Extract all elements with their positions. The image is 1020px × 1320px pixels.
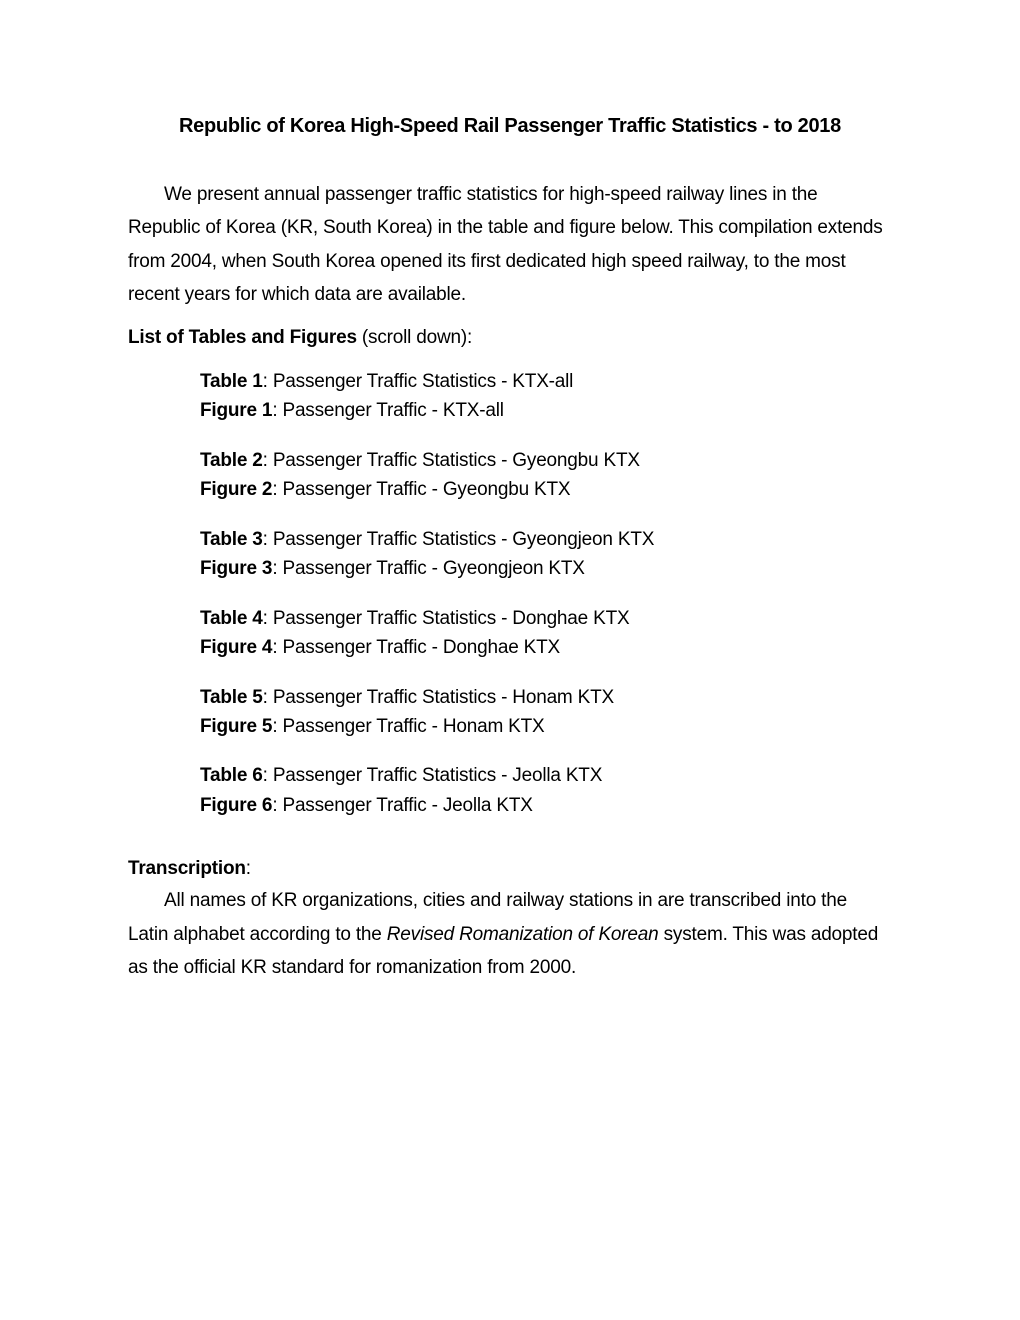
document-title: Republic of Korea High-Speed Rail Passen… [128, 115, 892, 138]
table-2-line: Table 2: Passenger Traffic Statistics - … [200, 446, 892, 475]
table-1-desc: : Passenger Traffic Statistics - KTX-all [263, 371, 574, 392]
transcription-colon: : [246, 858, 251, 879]
figure-2-line: Figure 2: Passenger Traffic - Gyeongbu K… [200, 475, 892, 504]
figure-1-desc: : Passenger Traffic - KTX-all [272, 400, 503, 421]
table-3-desc: : Passenger Traffic Statistics - Gyeongj… [263, 529, 655, 550]
list-item-2: Table 2: Passenger Traffic Statistics - … [128, 446, 892, 505]
table-5-line: Table 5: Passenger Traffic Statistics - … [200, 683, 892, 712]
figure-3-line: Figure 3: Passenger Traffic - Gyeongjeon… [200, 554, 892, 583]
figure-5-label: Figure 5 [200, 716, 272, 737]
figure-4-line: Figure 4: Passenger Traffic - Donghae KT… [200, 633, 892, 662]
figure-6-label: Figure 6 [200, 795, 272, 816]
figure-5-line: Figure 5: Passenger Traffic - Honam KTX [200, 712, 892, 741]
list-item-6: Table 6: Passenger Traffic Statistics - … [128, 761, 892, 820]
figure-3-desc: : Passenger Traffic - Gyeongjeon KTX [272, 558, 584, 579]
table-4-line: Table 4: Passenger Traffic Statistics - … [200, 604, 892, 633]
figure-1-label: Figure 1 [200, 400, 272, 421]
intro-paragraph: We present annual passenger traffic stat… [128, 178, 892, 311]
table-1-label: Table 1 [200, 371, 263, 392]
table-1-line: Table 1: Passenger Traffic Statistics - … [200, 367, 892, 396]
table-5-desc: : Passenger Traffic Statistics - Honam K… [263, 687, 614, 708]
list-item-1: Table 1: Passenger Traffic Statistics - … [128, 367, 892, 426]
figure-2-desc: : Passenger Traffic - Gyeongbu KTX [272, 479, 570, 500]
figure-6-desc: : Passenger Traffic - Jeolla KTX [272, 795, 532, 816]
table-3-label: Table 3 [200, 529, 263, 550]
list-item-3: Table 3: Passenger Traffic Statistics - … [128, 525, 892, 584]
document-page: Republic of Korea High-Speed Rail Passen… [0, 0, 1020, 984]
table-6-line: Table 6: Passenger Traffic Statistics - … [200, 761, 892, 790]
list-heading-bold: List of Tables and Figures [128, 327, 357, 348]
transcription-paragraph: All names of KR organizations, cities an… [128, 884, 892, 984]
figure-6-line: Figure 6: Passenger Traffic - Jeolla KTX [200, 791, 892, 820]
list-heading: List of Tables and Figures (scroll down)… [128, 327, 892, 349]
table-6-label: Table 6 [200, 765, 263, 786]
table-4-label: Table 4 [200, 608, 263, 629]
table-3-line: Table 3: Passenger Traffic Statistics - … [200, 525, 892, 554]
list-heading-rest: (scroll down): [357, 327, 472, 348]
transcription-italic: Revised Romanization of Korean [387, 924, 659, 945]
table-5-label: Table 5 [200, 687, 263, 708]
figure-2-label: Figure 2 [200, 479, 272, 500]
table-2-desc: : Passenger Traffic Statistics - Gyeongb… [263, 450, 640, 471]
table-6-desc: : Passenger Traffic Statistics - Jeolla … [263, 765, 603, 786]
figure-4-desc: : Passenger Traffic - Donghae KTX [272, 637, 560, 658]
figure-1-line: Figure 1: Passenger Traffic - KTX-all [200, 396, 892, 425]
list-item-4: Table 4: Passenger Traffic Statistics - … [128, 604, 892, 663]
figure-5-desc: : Passenger Traffic - Honam KTX [272, 716, 544, 737]
table-4-desc: : Passenger Traffic Statistics - Donghae… [263, 608, 630, 629]
figure-4-label: Figure 4 [200, 637, 272, 658]
transcription-heading: Transcription: [128, 858, 892, 880]
list-item-5: Table 5: Passenger Traffic Statistics - … [128, 683, 892, 742]
figure-3-label: Figure 3 [200, 558, 272, 579]
transcription-heading-text: Transcription [128, 858, 246, 879]
table-2-label: Table 2 [200, 450, 263, 471]
